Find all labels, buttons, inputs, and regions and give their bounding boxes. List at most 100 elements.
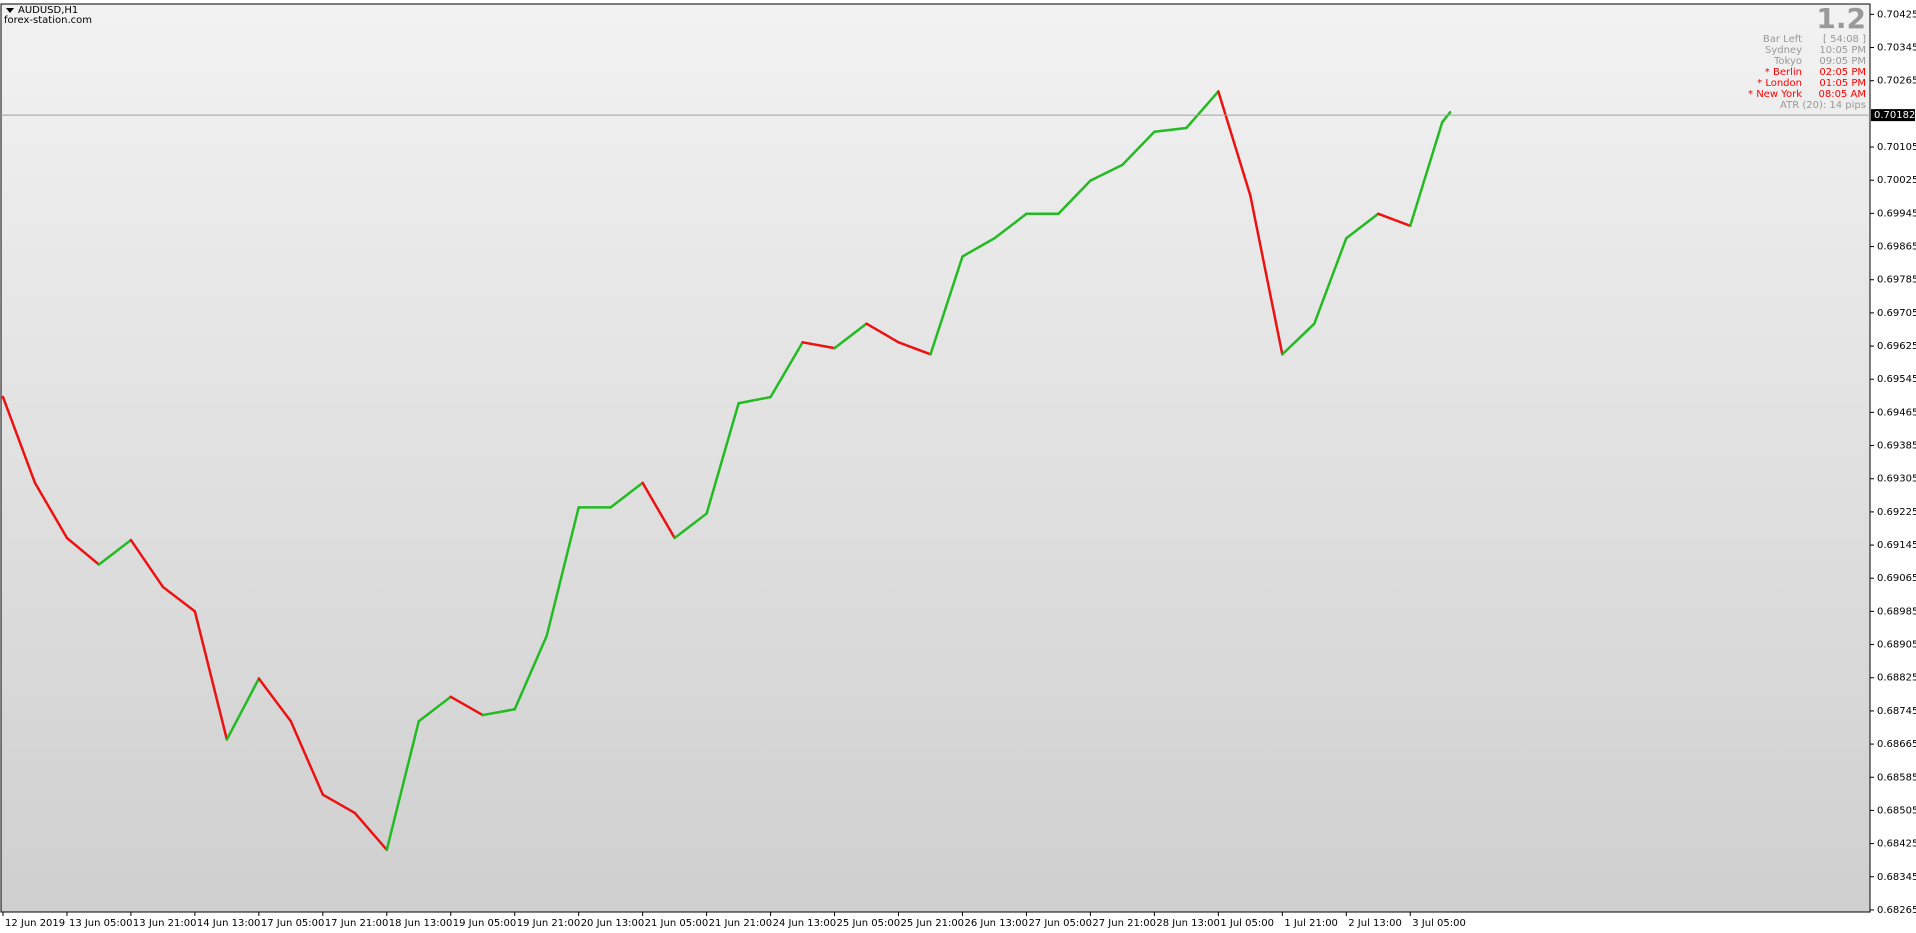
x-tick-label: 28 Jun 13:00: [1156, 918, 1220, 929]
y-tick-label: 0.68905: [1877, 640, 1916, 651]
y-tick-label: 0.70025: [1877, 175, 1916, 186]
x-tick-label: 19 Jun 21:00: [517, 918, 581, 929]
y-tick-label: 0.70105: [1877, 142, 1916, 153]
x-tick-label: 25 Jun 21:00: [901, 918, 965, 929]
y-tick-label: 0.69385: [1877, 441, 1916, 452]
ma-segment: [161, 585, 197, 613]
x-tick-label: 13 Jun 21:00: [133, 918, 197, 929]
x-tick-label: 26 Jun 13:00: [964, 918, 1028, 929]
ma-segment: [513, 634, 548, 711]
panel-label: Sydney: [1765, 45, 1802, 56]
x-tick-label: 1 Jul 05:00: [1220, 918, 1274, 929]
price-label-bg: [1871, 109, 1915, 122]
ma-segment: [609, 481, 644, 509]
ma-segment: [673, 512, 708, 540]
ma-segment: [65, 536, 101, 566]
x-tick-label: 17 Jun 05:00: [261, 918, 325, 929]
y-tick-label: 0.68505: [1877, 805, 1916, 816]
x-tick-label: 13 Jun 05:00: [69, 918, 133, 929]
x-tick-label: 21 Jun 05:00: [645, 918, 709, 929]
x-tick-label: 27 Jun 05:00: [1028, 918, 1092, 929]
ma-segment: [225, 677, 261, 741]
ma-segment: [1313, 237, 1348, 325]
x-tick-label: 27 Jun 21:00: [1092, 918, 1156, 929]
ma-segment: [417, 695, 453, 723]
ma-segment: [1345, 212, 1380, 240]
ma-segment: [929, 255, 964, 356]
ma-segment: [545, 506, 580, 638]
ma-segment: [289, 720, 325, 796]
ma-segment: [993, 212, 1028, 240]
menu-arrow[interactable]: [6, 8, 14, 13]
ma-segment: [705, 402, 740, 515]
x-tick-label: 18 Jun 13:00: [389, 918, 453, 929]
ma-segment: [961, 237, 996, 258]
ma-segment: [897, 341, 932, 356]
symbol: AUDUSD,H1: [18, 5, 78, 16]
y-tick-label: 0.70425: [1877, 9, 1916, 20]
y-tick-label: 0.69225: [1877, 507, 1916, 518]
y-tick-label: 0.69945: [1877, 208, 1916, 219]
ma-segment: [385, 720, 421, 852]
ma-segment: [801, 341, 836, 350]
x-tick-label: 21 Jun 21:00: [709, 918, 773, 929]
y-tick-label: 0.68345: [1877, 872, 1916, 883]
x-tick-label: 19 Jun 05:00: [453, 918, 517, 929]
panel-value: 02:05 PM: [1819, 67, 1866, 78]
ma-segment: [449, 695, 484, 717]
ma-segment: [1249, 194, 1284, 356]
x-tick-label: 14 Jun 13:00: [197, 918, 261, 929]
panel-label: * Berlin: [1765, 67, 1802, 78]
y-tick-label: 0.70345: [1877, 43, 1916, 54]
y-tick-label: 0.69705: [1877, 308, 1916, 319]
panel-label: * New York: [1748, 89, 1802, 100]
panel-value: 10:05 PM: [1819, 45, 1866, 56]
atr: ATR (20): 14 pips: [1780, 100, 1866, 111]
ma-segment: [1281, 322, 1316, 356]
panel-value: 01:05 PM: [1819, 78, 1866, 89]
panel-value: 08:05 AM: [1819, 89, 1866, 100]
y-tick-label: 0.68825: [1877, 673, 1916, 684]
site: forex-station.com: [4, 15, 92, 26]
y-tick-label: 0.68745: [1877, 706, 1916, 717]
ma-segment: [1057, 179, 1092, 216]
ma-segment: [1185, 90, 1220, 130]
plot-area: [0, 3, 1871, 913]
ma-segment: [833, 322, 868, 350]
y-tick-label: 0.68665: [1877, 739, 1916, 750]
x-tick-label: 20 Jun 13:00: [581, 918, 645, 929]
x-tick-label: 2 Jul 13:00: [1348, 918, 1402, 929]
y-tick-label: 0.69865: [1877, 242, 1916, 253]
x-tick-label: 1 Jul 21:00: [1284, 918, 1338, 929]
panel-label: * London: [1757, 78, 1802, 89]
ma-segment: [257, 677, 293, 723]
y-tick-label: 0.68585: [1877, 772, 1916, 783]
ma-segment: [737, 395, 772, 405]
y-tick-label: 0.69305: [1877, 474, 1916, 485]
y-tick-label: 0.69465: [1877, 407, 1916, 418]
ma-segment: [33, 481, 69, 540]
x-tick-label: 3 Jul 05:00: [1412, 918, 1466, 929]
ma-segment: [481, 708, 516, 717]
panel-value: [ 54:08 ]: [1823, 34, 1866, 45]
y-tick-label: 0.68985: [1877, 606, 1916, 617]
ma-segment: [321, 793, 357, 815]
y-tick-label: 0.68425: [1877, 839, 1916, 850]
panel-label: Bar Left: [1763, 34, 1802, 45]
ma-segment: [1408, 120, 1444, 228]
x-tick-label: 12 Jun 2019: [5, 918, 65, 929]
ma-segment: [1, 395, 37, 485]
x-tick-label: 17 Jun 21:00: [325, 918, 389, 929]
ma-segment: [353, 811, 389, 852]
y-tick-label: 0.68265: [1877, 905, 1916, 916]
ma-segment: [193, 610, 229, 741]
y-tick-label: 0.69625: [1877, 341, 1916, 352]
ma-segment: [97, 538, 133, 566]
ma-segment: [129, 538, 165, 589]
ma-segment: [1217, 90, 1252, 197]
price-label: 0.70182: [1874, 110, 1915, 121]
x-tick-label: 25 Jun 05:00: [837, 918, 901, 929]
y-tick-label: 0.70265: [1877, 76, 1916, 87]
panel-label: Tokyo: [1773, 56, 1802, 67]
